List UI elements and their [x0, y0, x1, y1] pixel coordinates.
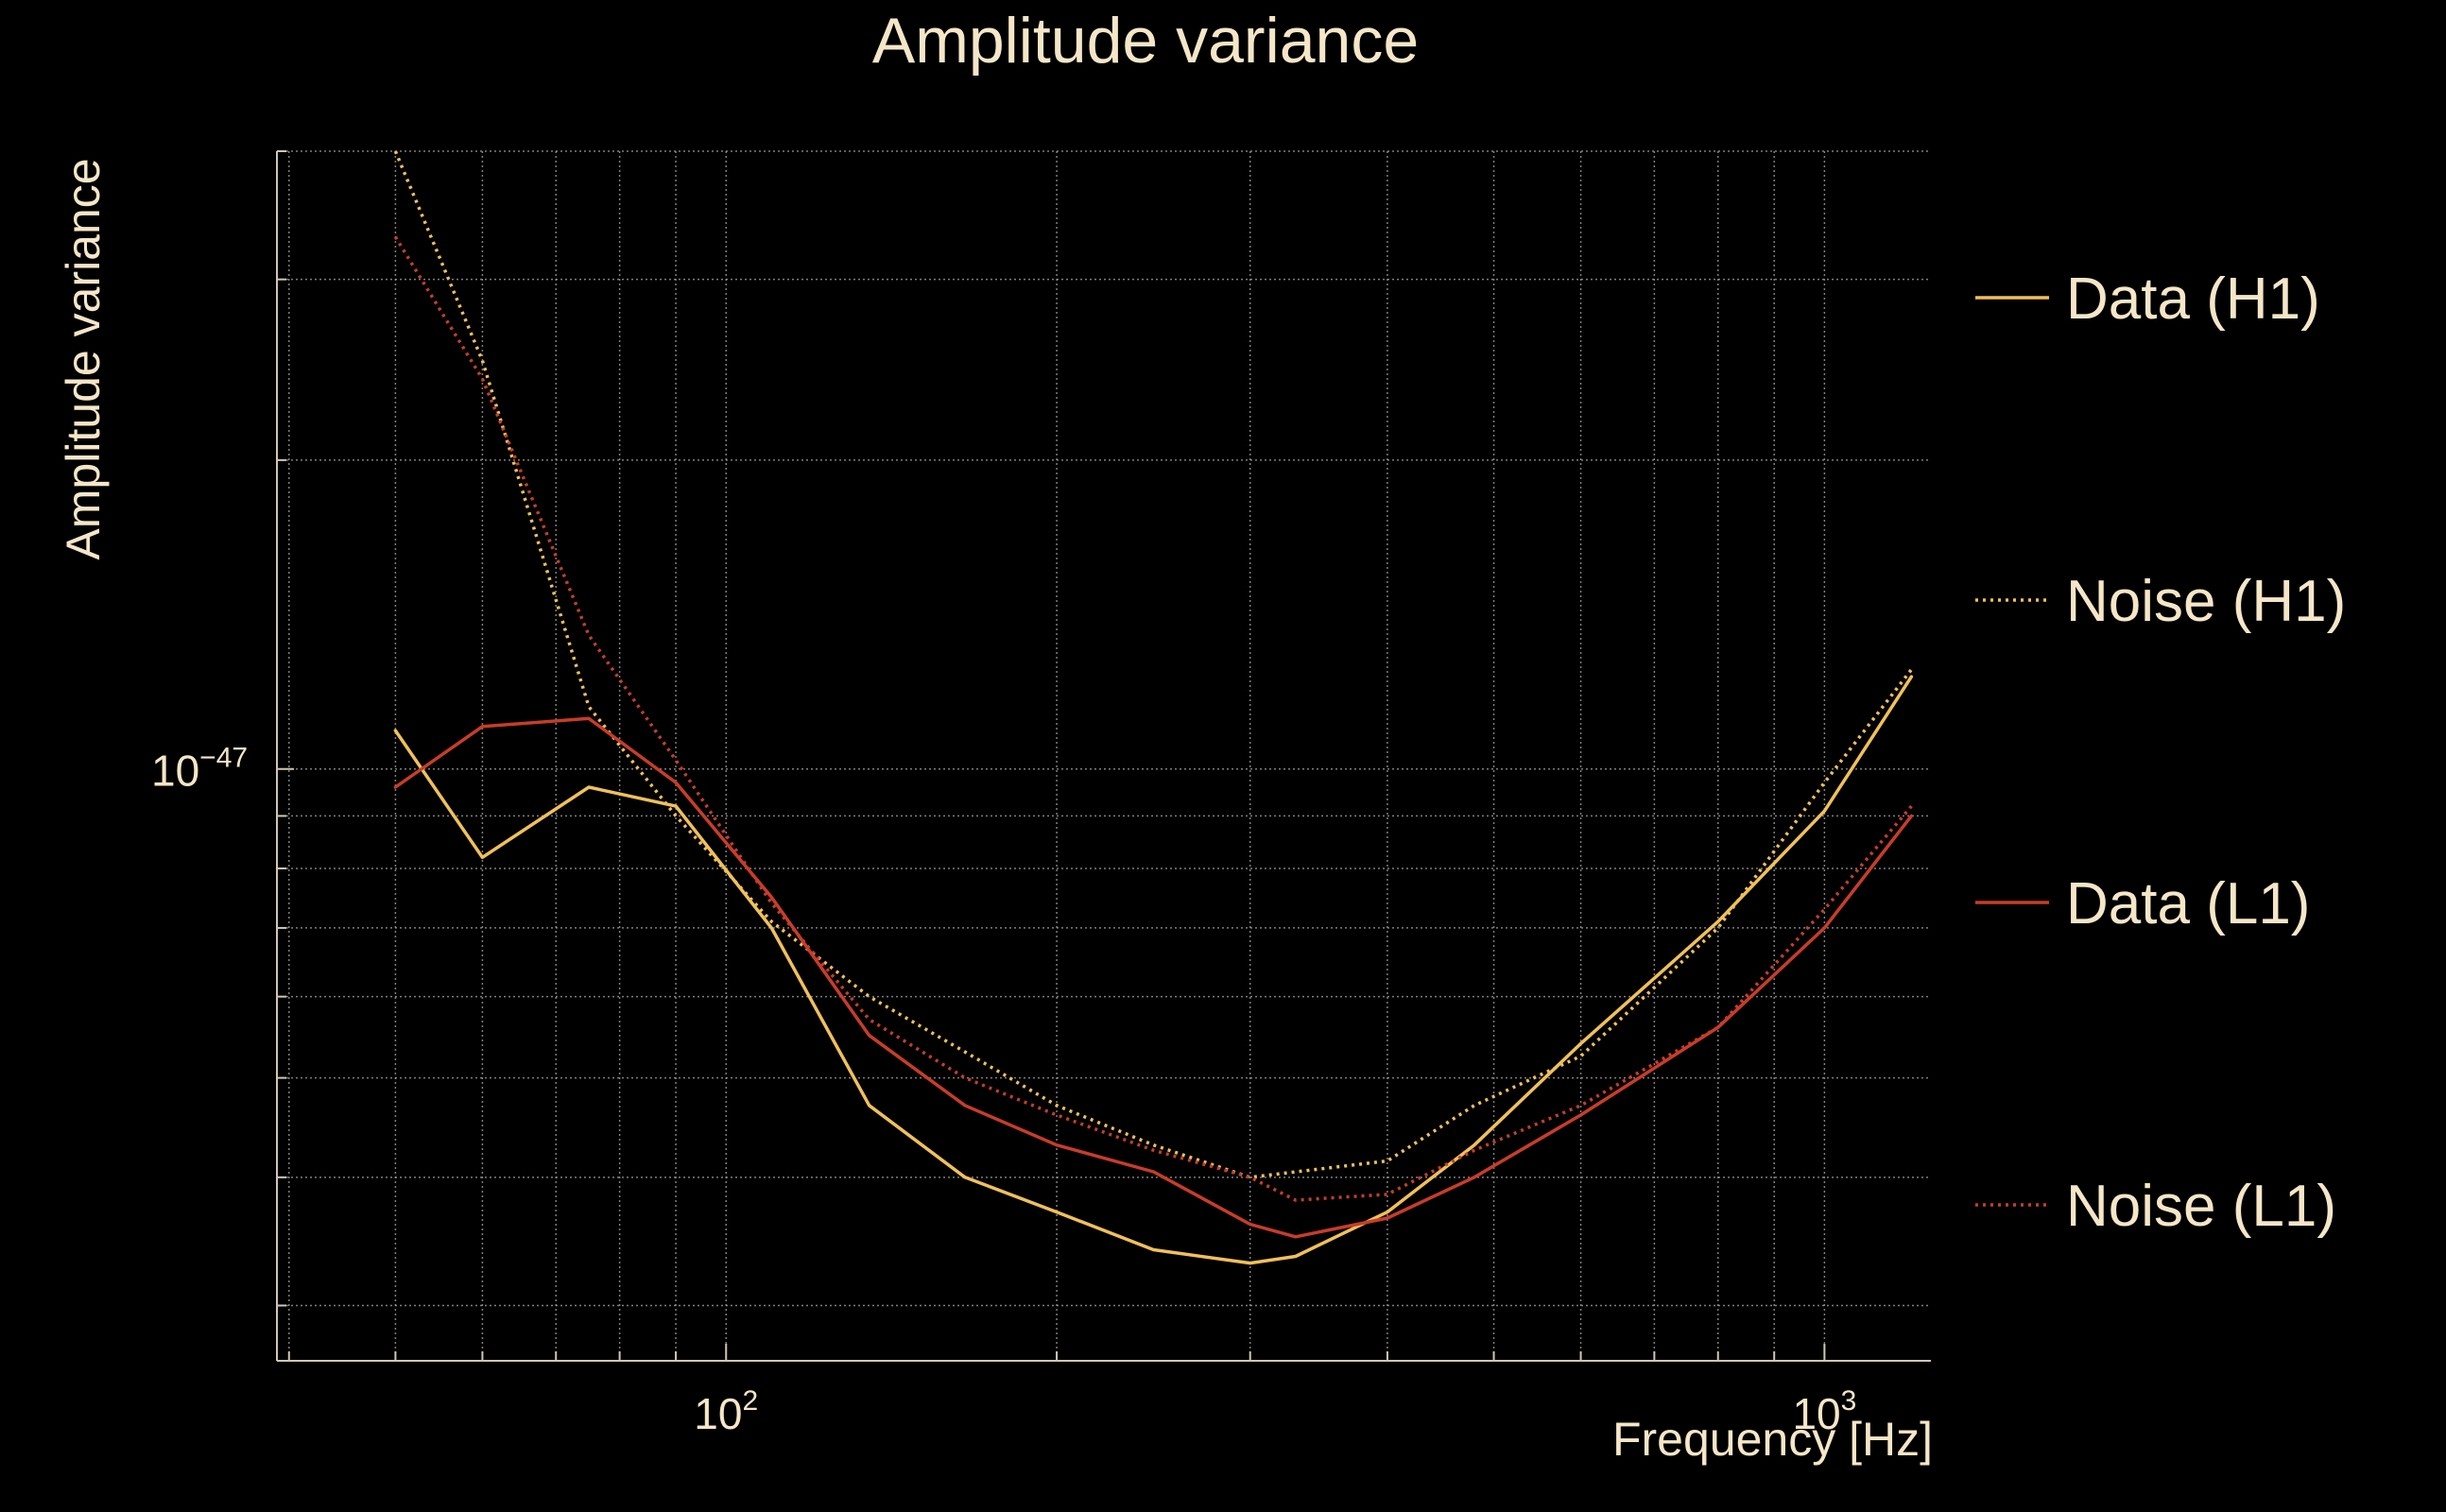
chart-title: Amplitude variance	[872, 5, 1419, 77]
series-line-data-h1	[393, 675, 1914, 1265]
y-tick-label: 10−47	[151, 743, 248, 796]
ticks: 102 103 10−47	[151, 150, 1856, 1438]
legend-label-data-l1: Data (L1)	[2066, 871, 2310, 936]
x-tick-label: 103	[1792, 1385, 1856, 1438]
series-group	[393, 150, 1914, 1265]
legend: Data (H1) Noise (H1) Data (L1) Noise (L1)	[1975, 266, 2346, 1239]
series-line-noise-h1	[393, 150, 1913, 1179]
series-line-data-l1	[393, 716, 1914, 1239]
legend-label-noise-h1: Noise (H1)	[2066, 569, 2346, 634]
legend-label-data-h1: Data (H1)	[2066, 266, 2320, 332]
grid	[277, 150, 1931, 1361]
x-tick-label: 102	[694, 1385, 758, 1438]
x-axis-label: Frequency [Hz]	[1612, 1413, 1933, 1466]
y-axis-label: Amplitude variance	[57, 158, 110, 559]
legend-label-noise-l1: Noise (L1)	[2066, 1174, 2336, 1239]
series-line-noise-l1	[393, 235, 1913, 1202]
